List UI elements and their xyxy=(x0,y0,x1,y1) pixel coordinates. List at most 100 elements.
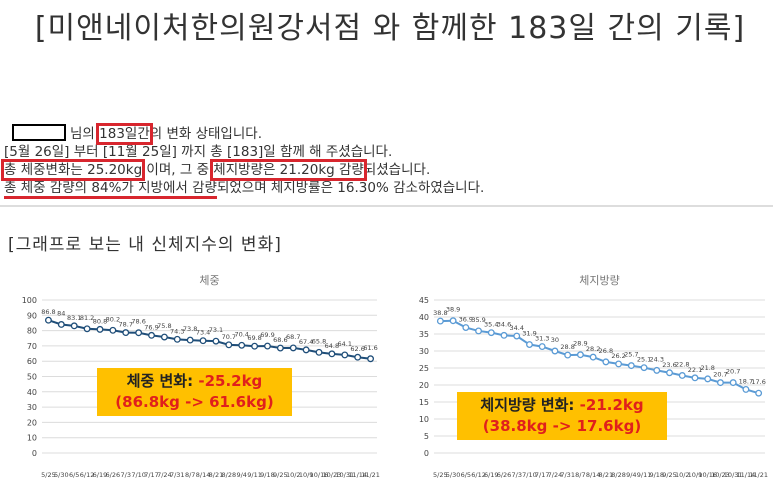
text: [5월 26일] 부터 [11월 25일] 까지 총 [183]일 함께 해 주… xyxy=(4,144,393,160)
x-tick-label: 10/9 xyxy=(688,471,703,479)
data-point xyxy=(666,369,673,377)
summary-line: 님의 183일간의 변화 상태입니다. xyxy=(4,123,484,145)
data-point xyxy=(160,333,168,341)
x-tick-label: 9/11 xyxy=(247,471,262,479)
annotation-label: 체지방량 변화: xyxy=(480,396,575,414)
x-tick-label: 6/5 xyxy=(461,471,471,479)
data-label: 26.8 xyxy=(599,347,613,355)
y-tick-label: 10 xyxy=(419,415,429,424)
y-tick-label: 20 xyxy=(27,418,37,427)
data-point xyxy=(678,372,686,379)
data-label: 28.8 xyxy=(560,343,574,351)
x-tick-label: 9/18 xyxy=(260,471,275,479)
data-point xyxy=(148,331,155,339)
summary: 님의 183일간의 변화 상태입니다. [5월 26일] 부터 [11월 25일… xyxy=(0,123,484,199)
y-tick-label: 0 xyxy=(424,449,429,458)
data-point xyxy=(551,347,559,355)
data-point xyxy=(135,329,143,337)
data-point xyxy=(475,327,483,335)
y-tick-label: 40 xyxy=(419,313,429,322)
data-label: 35.4 xyxy=(484,321,498,329)
data-label: 61.6 xyxy=(363,344,377,352)
x-tick-label: 6/19 xyxy=(93,471,108,479)
data-point xyxy=(449,317,457,325)
data-label: 73.8 xyxy=(183,325,197,333)
data-point xyxy=(742,385,750,393)
x-tick-label: 11/21 xyxy=(361,471,380,479)
data-label: 34.6 xyxy=(497,320,511,328)
x-tick-label: 8/21 xyxy=(599,471,614,479)
x-tick-label: 5/30 xyxy=(446,471,461,479)
y-tick-label: 70 xyxy=(27,342,37,351)
data-label: 80.2 xyxy=(106,315,120,323)
x-tick-label: 7/17 xyxy=(144,471,159,479)
x-tick-label: 10/16 xyxy=(310,471,329,479)
data-label: 25.1 xyxy=(637,356,651,364)
x-tick-label: 8/14 xyxy=(196,471,211,479)
data-point xyxy=(513,332,521,340)
y-tick-label: 20 xyxy=(419,381,429,390)
data-label: 78.6 xyxy=(131,318,145,326)
x-tick-label: 10/31 xyxy=(335,471,354,479)
y-tick-label: 60 xyxy=(27,357,37,366)
data-label: 67.4 xyxy=(299,338,313,346)
x-tick-label: 10/2 xyxy=(286,471,301,479)
data-label: 70.4 xyxy=(234,330,248,338)
y-tick-label: 5 xyxy=(424,432,429,441)
data-label: 73.4 xyxy=(196,329,210,337)
data-label: 30 xyxy=(551,336,559,344)
x-tick-label: 10/16 xyxy=(698,471,717,479)
data-point xyxy=(44,316,52,324)
data-point xyxy=(367,355,375,363)
x-tick-label: 8/7 xyxy=(575,471,585,479)
data-label: 83.1 xyxy=(67,314,81,322)
y-tick-label: 25 xyxy=(419,364,429,373)
chart: 체지방량 0 5 10 15 20 25 30 35 40 45 38.8 5/25 38.9 5/30 36… xyxy=(419,274,768,479)
y-tick-label: 30 xyxy=(419,347,429,356)
x-tick-label: 10/2 xyxy=(675,471,690,479)
data-label: 26.2 xyxy=(611,352,625,360)
y-tick-label: 45 xyxy=(419,296,429,305)
data-label: 34.4 xyxy=(510,324,524,332)
text: 님의 xyxy=(70,126,100,142)
x-tick-label: 10/23 xyxy=(323,471,342,479)
y-tick-label: 35 xyxy=(419,330,429,339)
x-tick-label: 9/4 xyxy=(236,471,246,479)
x-tick-label: 6/26 xyxy=(497,471,512,479)
data-point xyxy=(341,351,349,359)
x-tick-label: 9/11 xyxy=(637,471,652,479)
highlight: 체지방량은 21.20kg 감량 xyxy=(210,159,367,181)
y-tick-label: 50 xyxy=(27,373,37,382)
highlight: 총 체중변화는 25.20kg xyxy=(0,159,146,181)
data-label: 31.3 xyxy=(535,335,549,343)
data-label: 62.6 xyxy=(350,345,364,353)
y-tick-label: 90 xyxy=(27,311,37,320)
y-tick-label: 15 xyxy=(419,398,429,407)
data-point xyxy=(602,358,610,366)
data-point xyxy=(462,324,470,331)
data-point xyxy=(70,322,78,330)
data-label: 68.7 xyxy=(286,333,300,341)
data-point xyxy=(640,364,648,372)
data-point xyxy=(302,346,310,354)
data-label: 35.9 xyxy=(471,316,485,324)
data-point xyxy=(289,344,297,352)
data-label: 20.7 xyxy=(713,371,727,379)
data-point xyxy=(354,353,362,361)
text: 되셨습니다. xyxy=(363,162,431,178)
x-tick-label: 8/14 xyxy=(586,471,601,479)
data-label: 31.9 xyxy=(522,330,536,338)
data-label: 70.7 xyxy=(222,333,236,341)
x-tick-label: 7/24 xyxy=(548,471,563,479)
y-tick-label: 80 xyxy=(27,327,37,336)
x-tick-label: 6/19 xyxy=(484,471,499,479)
data-point xyxy=(83,325,91,333)
data-label: 73.1 xyxy=(209,326,223,334)
section-title: [그래프로 보는 내 신체지수의 변화] xyxy=(8,235,282,255)
x-tick-label: 5/25 xyxy=(41,471,56,479)
data-point xyxy=(691,374,699,382)
data-point xyxy=(199,337,207,345)
data-point xyxy=(109,326,117,334)
data-label: 22.8 xyxy=(675,360,689,368)
